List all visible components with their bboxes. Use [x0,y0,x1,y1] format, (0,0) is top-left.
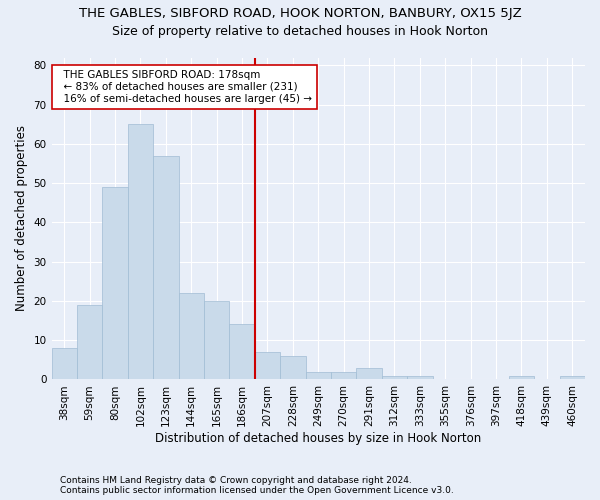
Bar [153,156,179,380]
Bar [407,376,433,380]
Y-axis label: Number of detached properties: Number of detached properties [15,126,28,312]
Bar [128,124,153,380]
Bar [204,301,229,380]
Bar [103,187,128,380]
Bar [331,372,356,380]
Bar [305,372,331,380]
Bar [179,293,204,380]
Text: Size of property relative to detached houses in Hook Norton: Size of property relative to detached ho… [112,25,488,38]
Bar [77,305,103,380]
Bar [509,376,534,380]
Text: THE GABLES, SIBFORD ROAD, HOOK NORTON, BANBURY, OX15 5JZ: THE GABLES, SIBFORD ROAD, HOOK NORTON, B… [79,8,521,20]
Bar [52,348,77,380]
Text: Contains public sector information licensed under the Open Government Licence v3: Contains public sector information licen… [60,486,454,495]
Bar [280,356,305,380]
Bar [560,376,585,380]
Bar [255,352,280,380]
Bar [382,376,407,380]
Text: THE GABLES SIBFORD ROAD: 178sqm
  ← 83% of detached houses are smaller (231)
  1: THE GABLES SIBFORD ROAD: 178sqm ← 83% of… [57,70,312,104]
Bar [356,368,382,380]
Text: Contains HM Land Registry data © Crown copyright and database right 2024.: Contains HM Land Registry data © Crown c… [60,476,412,485]
Bar [229,324,255,380]
X-axis label: Distribution of detached houses by size in Hook Norton: Distribution of detached houses by size … [155,432,481,445]
